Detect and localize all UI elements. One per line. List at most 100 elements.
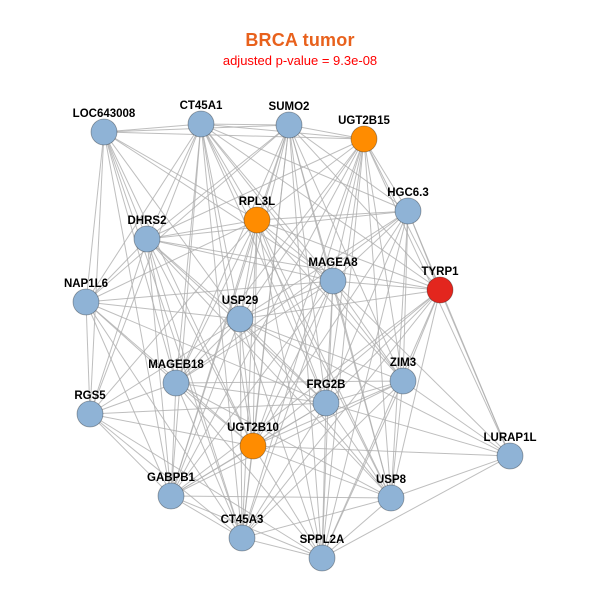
- edge-CT45A1-SUMO2: [200, 123, 290, 126]
- edge-RPL3L-MAGEB18: [175, 219, 258, 384]
- edge-FRG2B-CT45A3: [241, 402, 327, 539]
- edge-RPL3L-RGS5: [89, 219, 258, 415]
- edge-USP29-MAGEB18: [175, 318, 241, 384]
- node-label-DHRS2: DHRS2: [128, 215, 167, 227]
- edge-DHRS2-TYRP1: [146, 238, 441, 291]
- edge-HGC6.3-MAGEA8: [332, 210, 409, 282]
- edge-LOC643008-UGT2B15: [103, 131, 365, 140]
- edge-SUMO2-TYRP1: [288, 124, 441, 291]
- edges-layer: [85, 123, 511, 559]
- edge-CT45A1-USP29: [200, 123, 241, 320]
- edge-UGT2B15-RPL3L: [256, 138, 365, 221]
- edge-TYRP1-UGT2B10: [252, 289, 441, 447]
- edge-LOC643008-DHRS2: [103, 131, 148, 240]
- node-label-GABPB1: GABPB1: [147, 472, 196, 484]
- node-label-USP8: USP8: [376, 474, 407, 486]
- edge-MAGEB18-FRG2B: [175, 382, 327, 404]
- edge-USP29-LURAP1L: [239, 318, 511, 457]
- edge-DHRS2-RPL3L: [146, 219, 258, 240]
- edge-LOC643008-RGS5: [89, 131, 105, 415]
- node-UGT2B15: [350, 125, 378, 153]
- edge-MAGEA8-UGT2B10: [252, 280, 334, 447]
- edge-LOC643008-MAGEB18: [103, 131, 177, 384]
- edge-CT45A1-DHRS2: [146, 123, 202, 240]
- edge-SUMO2-DHRS2: [146, 124, 290, 240]
- node-label-NAP1L6: NAP1L6: [64, 278, 108, 290]
- edge-UGT2B10-GABPB1: [170, 445, 254, 497]
- edge-RGS5-GABPB1: [89, 413, 172, 497]
- edge-CT45A1-NAP1L6: [85, 123, 202, 303]
- edge-UGT2B15-MAGEB18: [175, 138, 365, 384]
- edge-MAGEB18-ZIM3: [175, 380, 404, 384]
- edge-RPL3L-ZIM3: [256, 219, 404, 382]
- node-LOC643008: [90, 118, 118, 146]
- edge-RPL3L-NAP1L6: [85, 219, 258, 303]
- node-DHRS2: [133, 225, 161, 253]
- edge-ZIM3-FRG2B: [325, 380, 404, 404]
- edge-UGT2B15-CT45A3: [241, 138, 365, 539]
- edge-UGT2B10-SPPL2A: [252, 445, 323, 559]
- edge-DHRS2-MAGEB18: [146, 238, 177, 384]
- edge-UGT2B15-USP8: [363, 138, 392, 499]
- edge-USP8-CT45A3: [241, 497, 392, 539]
- edge-UGT2B15-HGC6.3: [363, 138, 409, 212]
- edge-CT45A3-SPPL2A: [241, 537, 323, 559]
- edge-CT45A1-RGS5: [89, 123, 202, 415]
- edge-GABPB1-USP8: [170, 495, 392, 499]
- edge-UGT2B15-ZIM3: [363, 138, 404, 382]
- edge-CT45A1-TYRP1: [200, 123, 441, 291]
- node-GABPB1: [157, 482, 185, 510]
- edge-FRG2B-RGS5: [89, 402, 327, 415]
- edge-RPL3L-CT45A3: [241, 219, 258, 539]
- edge-MAGEA8-GABPB1: [170, 280, 334, 497]
- edge-MAGEB18-UGT2B10: [175, 382, 254, 447]
- figure-title: BRCA tumor: [245, 30, 355, 50]
- edge-UGT2B15-MAGEA8: [332, 138, 365, 282]
- edge-FRG2B-SPPL2A: [321, 402, 327, 559]
- edge-TYRP1-SPPL2A: [321, 289, 441, 559]
- edge-MAGEB18-CT45A3: [175, 382, 243, 539]
- node-TYRP1: [426, 276, 454, 304]
- edge-CT45A1-MAGEA8: [200, 123, 334, 282]
- edge-CT45A1-MAGEB18: [175, 123, 202, 384]
- edge-DHRS2-NAP1L6: [85, 238, 148, 303]
- edge-TYRP1-GABPB1: [170, 289, 441, 497]
- edge-RGS5-SPPL2A: [89, 413, 323, 559]
- edge-CT45A1-RPL3L: [200, 123, 258, 221]
- node-RGS5: [76, 400, 104, 428]
- figure-subtitle: adjusted p-value = 9.3e-08: [222, 53, 378, 68]
- edge-TYRP1-FRG2B: [325, 289, 441, 404]
- edge-RGS5-CT45A3: [89, 413, 243, 539]
- edge-MAGEA8-NAP1L6: [85, 280, 334, 303]
- edge-HGC6.3-USP8: [390, 210, 409, 499]
- edge-MAGEB18-SPPL2A: [175, 382, 323, 559]
- edge-ZIM3-USP8: [390, 380, 404, 499]
- edge-NAP1L6-GABPB1: [85, 301, 172, 497]
- edge-USP8-SPPL2A: [321, 497, 392, 559]
- edge-MAGEB18-GABPB1: [170, 382, 177, 497]
- node-RPL3L: [243, 206, 271, 234]
- edge-SUMO2-NAP1L6: [85, 124, 290, 303]
- edge-MAGEA8-SPPL2A: [321, 280, 334, 559]
- edge-GABPB1-CT45A3: [170, 495, 243, 539]
- node-label-UGT2B15: UGT2B15: [338, 115, 390, 127]
- edge-MAGEA8-ZIM3: [332, 280, 404, 382]
- edge-NAP1L6-CT45A3: [85, 301, 243, 539]
- edge-NAP1L6-USP29: [85, 301, 241, 320]
- node-HGC6.3: [394, 197, 422, 225]
- edge-MAGEA8-USP8: [332, 280, 392, 499]
- edge-DHRS2-USP29: [146, 238, 241, 320]
- edge-RPL3L-SPPL2A: [256, 219, 323, 559]
- edge-NAP1L6-RGS5: [85, 301, 91, 415]
- node-label-MAGEA8: MAGEA8: [308, 257, 358, 269]
- node-label-CT45A3: CT45A3: [221, 514, 264, 526]
- edge-UGT2B10-CT45A3: [241, 445, 254, 539]
- edge-RPL3L-TYRP1: [256, 219, 441, 291]
- edge-CT45A1-GABPB1: [170, 123, 202, 497]
- edge-HGC6.3-DHRS2: [146, 210, 409, 240]
- edge-DHRS2-MAGEA8: [146, 238, 334, 282]
- edge-LURAP1L-USP8: [390, 455, 511, 499]
- node-label-USP29: USP29: [222, 295, 258, 307]
- node-MAGEB18: [162, 369, 190, 397]
- edge-CT45A1-FRG2B: [200, 123, 327, 404]
